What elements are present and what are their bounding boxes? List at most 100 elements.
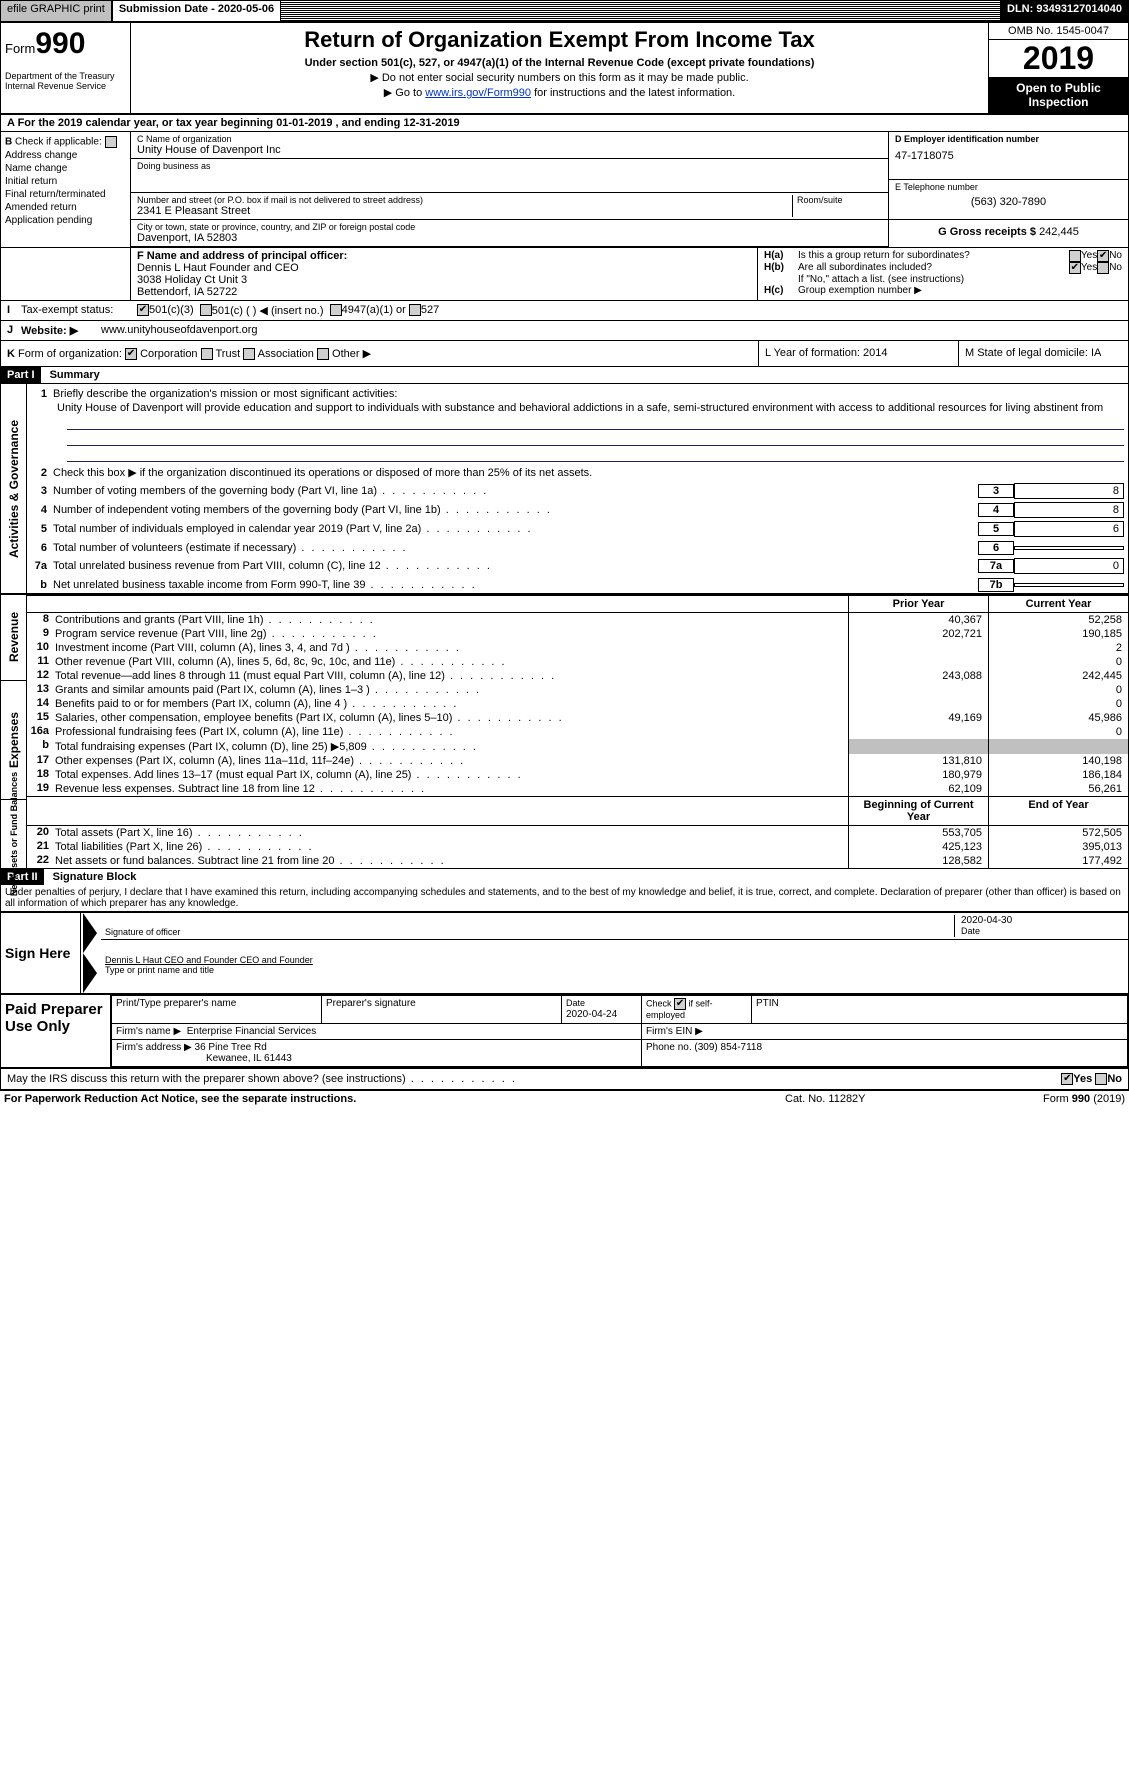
opt-final-return[interactable]: Final return/terminated: [5, 189, 126, 200]
i-row: I Tax-exempt status: ✔ 501(c)(3) 501(c) …: [1, 301, 1128, 321]
officer-name: Dennis L Haut Founder and CEO: [137, 262, 751, 274]
form-header: Form990 Department of the Treasury Inter…: [1, 23, 1128, 115]
opt-address-change[interactable]: Address change: [5, 150, 126, 161]
discuss-no: No: [1107, 1073, 1122, 1085]
city-box: City or town, state or province, country…: [131, 220, 888, 247]
q2-row: 2Check this box ▶ if the organization di…: [27, 463, 1128, 481]
city-label: City or town, state or province, country…: [137, 222, 882, 232]
side-governance: Activities & Governance: [1, 384, 27, 593]
gross-receipts: G Gross receipts $ 242,445: [889, 220, 1128, 244]
q6-value: [1014, 546, 1124, 550]
fin-row-14: 14Benefits paid to or for members (Part …: [27, 697, 1128, 711]
opt-initial-return[interactable]: Initial return: [5, 176, 126, 187]
k-text: Form of organization:: [18, 348, 122, 360]
q4-text: Number of independent voting members of …: [53, 504, 978, 516]
sign-arrow-icon-2: [83, 953, 97, 993]
hb-label: H(b): [764, 262, 798, 274]
i-527-checkbox[interactable]: [409, 304, 421, 316]
irs-link[interactable]: www.irs.gov/Form990: [425, 87, 531, 99]
dba-box: Doing business as: [131, 159, 888, 193]
col-b: B Check if applicable: Address change Na…: [1, 132, 131, 247]
k-trust-checkbox[interactable]: [201, 348, 213, 360]
c-name-label: C Name of organization: [137, 134, 882, 144]
hb-yes: Yes: [1081, 262, 1097, 274]
ha-yes-checkbox[interactable]: [1069, 250, 1081, 262]
sign-here: Sign Here Signature of officer 2020-04-3…: [1, 911, 1128, 993]
ein-value: 47-1718075: [895, 144, 1122, 162]
col-de: D Employer identification number 47-1718…: [888, 132, 1128, 247]
i-501c3-checkbox[interactable]: ✔: [137, 304, 149, 316]
discuss-row: May the IRS discuss this return with the…: [1, 1069, 1128, 1089]
phone-value: (563) 320-7890: [895, 192, 1122, 208]
hc-text: Group exemption number ▶: [798, 285, 922, 296]
firm-addr2: Kewanee, IL 61443: [116, 1053, 292, 1064]
k-other-checkbox[interactable]: [317, 348, 329, 360]
open-to-public: Open to Public Inspection: [989, 77, 1128, 113]
opt-app-pending[interactable]: Application pending: [5, 215, 126, 226]
entity-section: B Check if applicable: Address change Na…: [1, 132, 1128, 248]
part-ii-header: Part II Signature Block: [1, 868, 1128, 885]
paid-ptin: PTIN: [752, 996, 1128, 1024]
checkbox-icon[interactable]: [105, 136, 117, 148]
i-o4: 527: [421, 304, 439, 317]
k-assoc-checkbox[interactable]: [243, 348, 255, 360]
q7b-value: [1014, 583, 1124, 587]
fin-row-22: 22Net assets or fund balances. Subtract …: [27, 854, 1128, 868]
footer-left: For Paperwork Reduction Act Notice, see …: [4, 1093, 785, 1105]
addr-label: Firm's address ▶: [116, 1042, 192, 1053]
j-text: Website: ▶: [21, 324, 101, 337]
sig-officer-label: Signature of officer: [105, 927, 180, 937]
discuss-no-checkbox[interactable]: [1095, 1073, 1107, 1085]
fin-row-10: 10Investment income (Part VIII, column (…: [27, 641, 1128, 655]
ha-label: H(a): [764, 250, 798, 262]
i-text: Tax-exempt status:: [21, 304, 137, 317]
j-label: J: [7, 324, 21, 337]
hb-no-checkbox[interactable]: [1097, 262, 1109, 274]
side-netassets: Net Assets or Fund Balances: [1, 800, 27, 868]
fin-row-17: 17Other expenses (Part IX, column (A), l…: [27, 754, 1128, 768]
gross-value: 242,445: [1039, 226, 1079, 238]
sig-date-label: Date: [961, 926, 980, 936]
hb-yes-checkbox[interactable]: ✔: [1069, 262, 1081, 274]
sign-arrow-icon: [83, 913, 97, 953]
header-left: Form990 Department of the Treasury Inter…: [1, 23, 131, 113]
paid-row-3: Firm's address ▶ 36 Pine Tree Rd Kewanee…: [112, 1040, 1128, 1067]
k-lm-row: K Form of organization: ✔ Corporation Tr…: [1, 341, 1128, 367]
sig-line-2: Dennis L Haut CEO and Founder CEO and Fo…: [101, 953, 1128, 977]
opt-name-change[interactable]: Name change: [5, 163, 126, 174]
paid-selfemp: Check ✔ if self-employed: [642, 996, 752, 1024]
col-b-header: B Check if applicable:: [5, 136, 126, 148]
firm-addr-cell: Firm's address ▶ 36 Pine Tree Rd Kewanee…: [112, 1040, 642, 1067]
k-o4: Other ▶: [332, 348, 371, 360]
header-mid: Return of Organization Exempt From Incom…: [131, 23, 988, 113]
ein-label: D Employer identification number: [895, 134, 1122, 144]
hb-text: Are all subordinates included?: [798, 262, 1069, 274]
i-4947-checkbox[interactable]: [330, 304, 342, 316]
k-corp-checkbox[interactable]: ✔: [125, 348, 137, 360]
top-bar: efile GRAPHIC print Submission Date - 20…: [0, 0, 1129, 22]
opt-amended[interactable]: Amended return: [5, 202, 126, 213]
q4-value: 8: [1014, 502, 1124, 518]
q7a-value: 0: [1014, 558, 1124, 574]
fin-row-18: 18Total expenses. Add lines 13–17 (must …: [27, 768, 1128, 782]
form-990-number: 990: [35, 27, 85, 60]
ha-no-checkbox[interactable]: ✔: [1097, 250, 1109, 262]
i-501c-checkbox[interactable]: [200, 304, 212, 316]
col-current: Current Year: [988, 596, 1128, 612]
fin-row-20: 20Total assets (Part X, line 16)553,7055…: [27, 826, 1128, 840]
f-h-row: F Name and address of principal officer:…: [1, 248, 1128, 301]
h-section: H(a) Is this a group return for subordin…: [758, 248, 1128, 300]
period-begin: A For the 2019 calendar year, or tax yea…: [7, 117, 332, 129]
financials: Revenue Expenses Net Assets or Fund Bala…: [1, 595, 1128, 868]
goto-post: for instructions and the latest informat…: [531, 87, 735, 99]
form-note-goto: ▶ Go to www.irs.gov/Form990 for instruct…: [135, 86, 984, 99]
discuss-yes-checkbox[interactable]: ✔: [1061, 1073, 1073, 1085]
selfemp-checkbox[interactable]: ✔: [674, 998, 686, 1010]
b-check-label: Check if applicable:: [15, 137, 102, 148]
phone-box: E Telephone number (563) 320-7890: [889, 180, 1128, 220]
part-i-header: Part I Summary: [1, 367, 1128, 384]
tax-year: 2019: [989, 40, 1128, 77]
c-name-box: C Name of organization Unity House of Da…: [131, 132, 888, 159]
website-link[interactable]: www.unityhouseofdavenport.org: [101, 324, 258, 337]
form-note-ssn: ▶ Do not enter social security numbers o…: [135, 71, 984, 84]
